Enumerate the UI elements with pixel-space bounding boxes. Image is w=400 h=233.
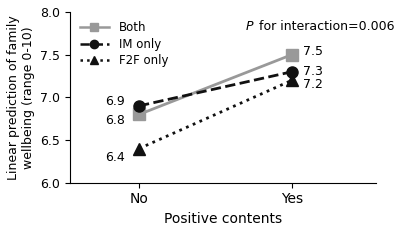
Text: 6.4: 6.4 [106,151,125,164]
Y-axis label: Linear prediction of family
wellbeing (range 0-10): Linear prediction of family wellbeing (r… [7,15,35,180]
F2F only [290,79,294,82]
IM only [290,70,294,73]
Text: 7.5: 7.5 [303,45,323,58]
Line: Both: Both [134,49,298,120]
IM only [137,105,142,107]
Text: 7.2: 7.2 [303,78,322,91]
Text: 6.8: 6.8 [105,114,125,127]
Text: 7.3: 7.3 [303,65,322,78]
Text: 6.9: 6.9 [106,95,125,108]
Line: IM only: IM only [134,66,298,111]
Text: for interaction=0.006: for interaction=0.006 [255,21,395,34]
F2F only [137,147,142,150]
Line: F2F only: F2F only [134,75,298,154]
X-axis label: Positive contents: Positive contents [164,212,282,226]
Legend: Both, IM only, F2F only: Both, IM only, F2F only [76,18,172,71]
Text: P: P [246,21,254,34]
Both [137,113,142,116]
Both [290,53,294,56]
